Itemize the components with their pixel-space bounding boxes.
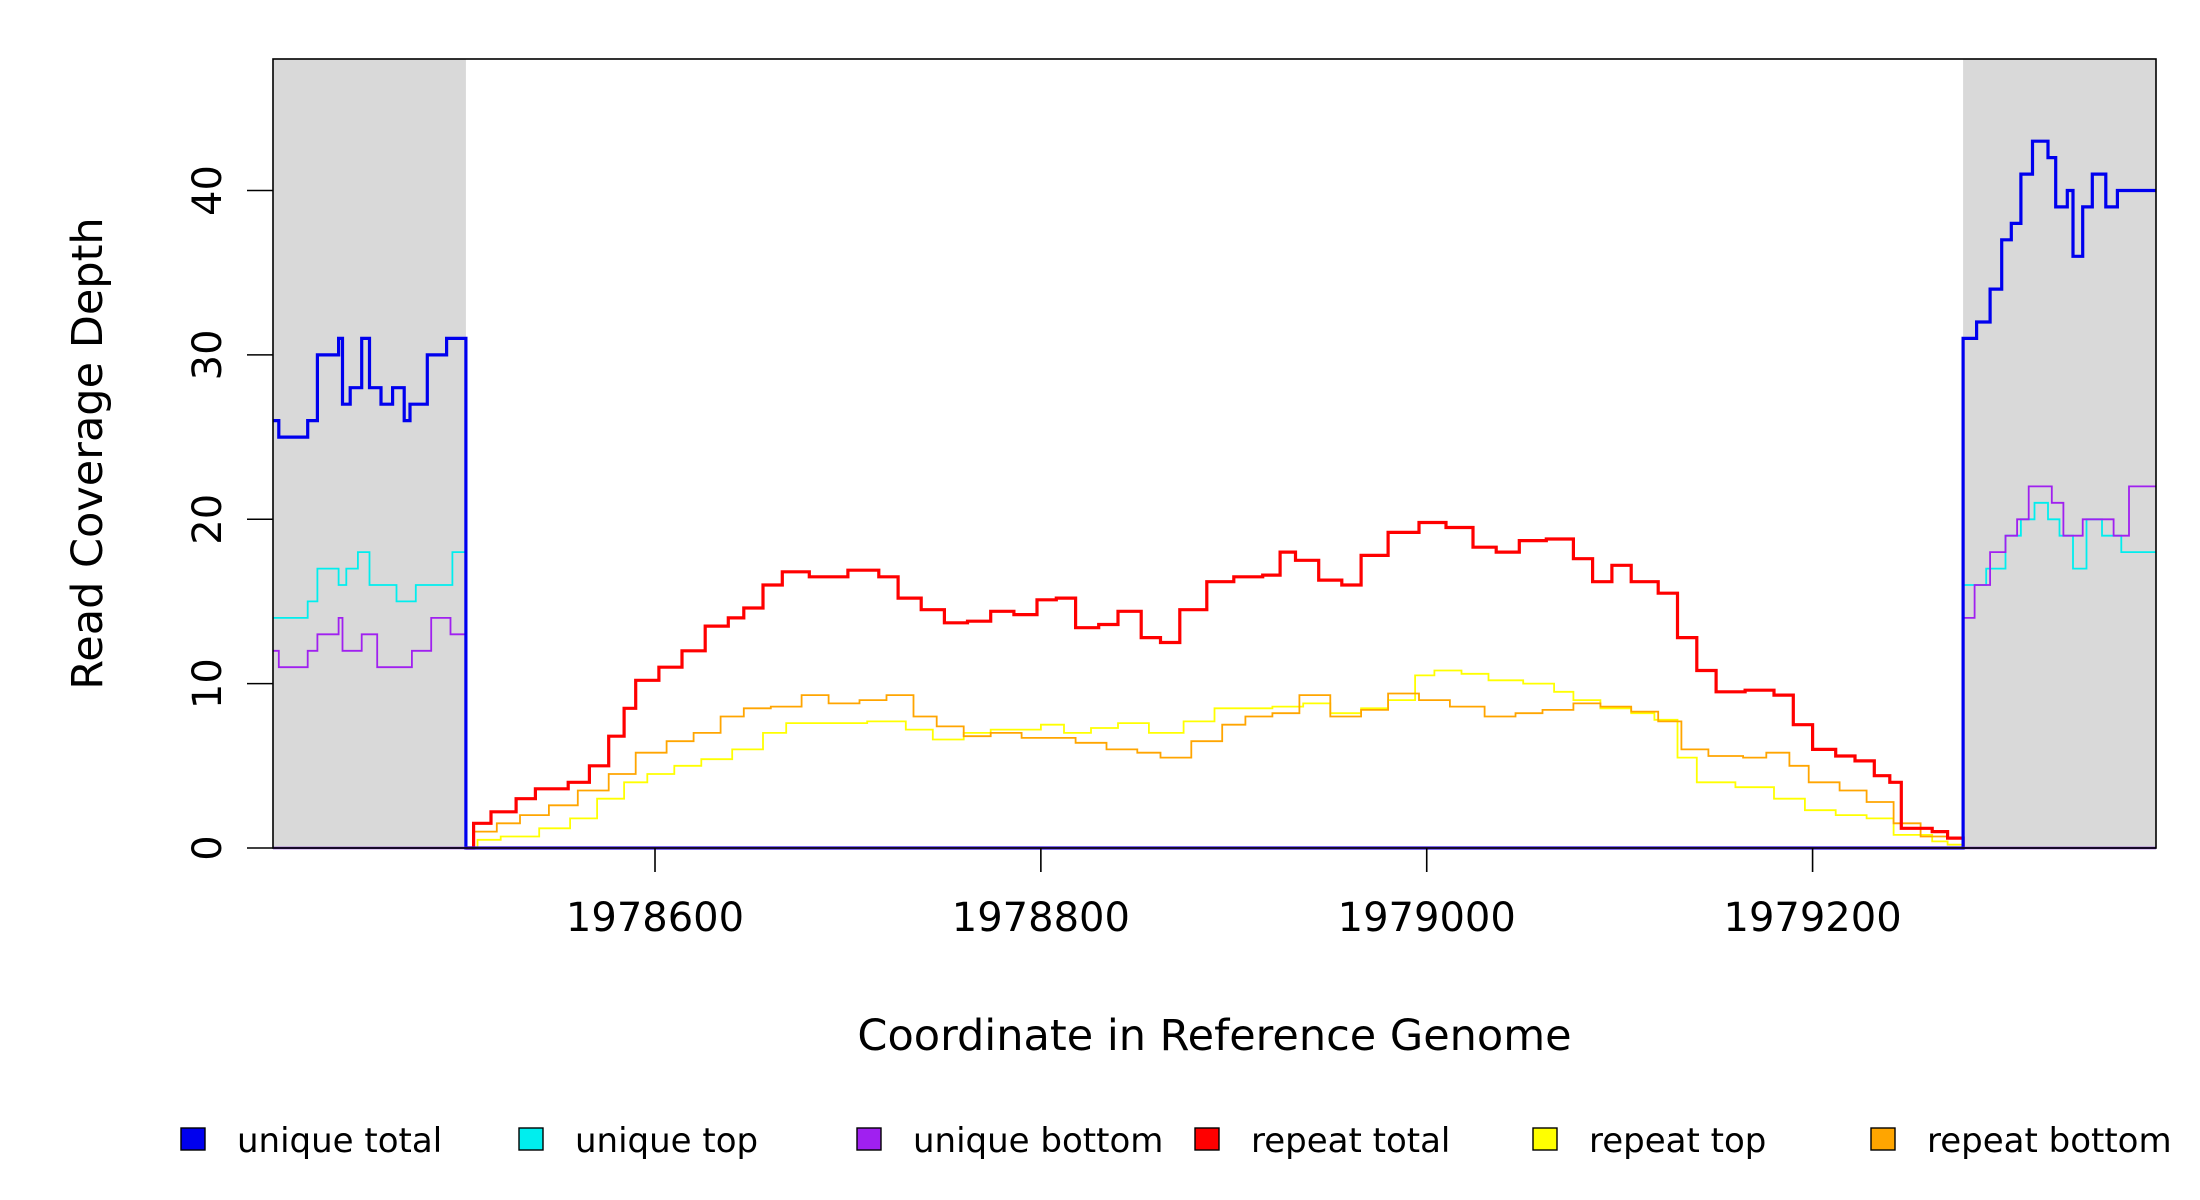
- y-tick-label: 30: [185, 329, 231, 380]
- y-tick-label: 0: [185, 835, 231, 860]
- shaded-region-2: [1963, 59, 2156, 848]
- y-tick-label: 10: [185, 658, 231, 709]
- x-tick-label: 1978600: [566, 895, 744, 941]
- legend-label-unique-bottom: unique bottom: [913, 1121, 1163, 1161]
- series-line-repeat-bottom: [465, 692, 1964, 849]
- legend: unique total unique top unique bottom repea…: [180, 1121, 2172, 1161]
- legend-label-repeat-total: repeat total: [1251, 1121, 1450, 1161]
- series-lines: [273, 139, 2156, 850]
- series-line-repeat-total: [465, 520, 1965, 850]
- legend-label-unique-total: unique total: [237, 1121, 442, 1161]
- x-tick-label: 1979000: [1338, 895, 1516, 941]
- legend-swatch-repeat-bottom: [1870, 1127, 1896, 1151]
- legend-label-unique-top: unique top: [575, 1121, 758, 1161]
- series-line-repeat-top: [465, 669, 1964, 849]
- y-axis: 0 10 20 30 40: [185, 165, 273, 861]
- legend-swatch-unique-total: [180, 1127, 206, 1151]
- legend-swatch-unique-bottom: [856, 1127, 882, 1151]
- y-tick-label: 40: [185, 165, 231, 216]
- legend-swatch-repeat-top: [1532, 1127, 1558, 1151]
- legend-swatch-unique-top: [518, 1127, 544, 1151]
- legend-swatch-repeat-total: [1194, 1127, 1220, 1151]
- legend-label-repeat-top: repeat top: [1589, 1121, 1766, 1161]
- y-tick-label: 20: [185, 494, 231, 545]
- x-tick-label: 1978800: [952, 895, 1130, 941]
- shaded-region-1: [273, 59, 466, 848]
- shaded-regions: [273, 59, 2156, 848]
- legend-label-repeat-bottom: repeat bottom: [1927, 1121, 2172, 1161]
- x-axis-title: Coordinate in Reference Genome: [857, 1011, 1571, 1061]
- plot-frame: [272, 58, 2157, 849]
- y-axis-title: Read Coverage Depth: [63, 217, 113, 689]
- series-line-unique-bottom: [273, 485, 2156, 849]
- x-axis: 1978600 1978800 1979000 1979200: [566, 848, 1902, 941]
- series-line-unique-top: [273, 501, 2156, 849]
- x-tick-label: 1979200: [1724, 895, 1902, 941]
